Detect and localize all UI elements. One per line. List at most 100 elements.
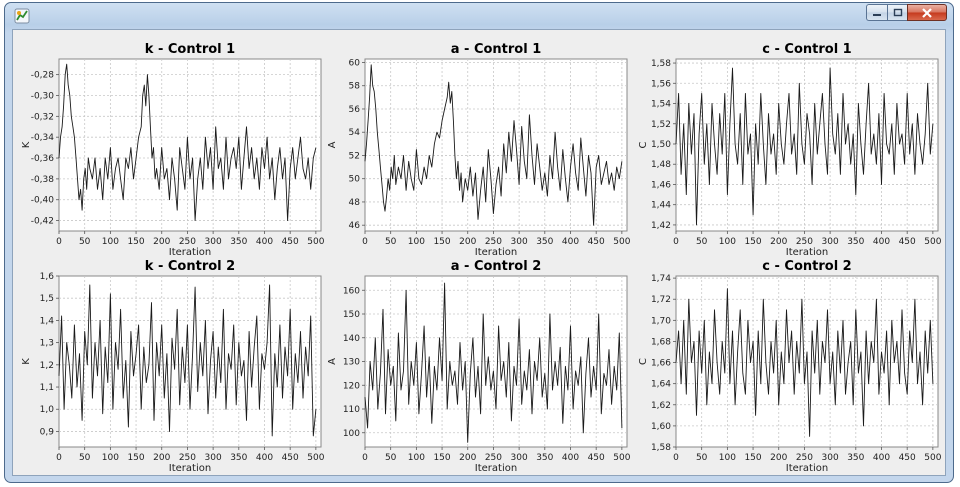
x-axis-label: Iteration	[786, 247, 828, 258]
chart-title: k - Control 1	[145, 42, 235, 57]
x-tick-label: 350	[847, 237, 864, 247]
y-tick-label: 100	[343, 429, 360, 439]
x-tick-label: 0	[673, 237, 679, 247]
x-tick-label: 150	[127, 237, 144, 247]
x-tick-label: 450	[899, 237, 916, 247]
y-tick-label: -0,40	[31, 196, 55, 206]
x-tick-label: 200	[459, 453, 476, 463]
y-tick-label: 1,2	[40, 361, 54, 371]
x-tick-label: 450	[899, 453, 916, 463]
x-tick-label: 150	[433, 237, 450, 247]
x-tick-label: 450	[588, 453, 605, 463]
y-tick-label: 1,66	[651, 359, 671, 369]
y-tick-label: 1,6	[40, 272, 55, 282]
x-tick-label: 50	[79, 237, 91, 247]
y-tick-label: 1,48	[651, 160, 671, 170]
plot-area	[364, 58, 628, 232]
y-axis-label: K	[21, 358, 32, 365]
title-bar[interactable]	[5, 3, 953, 29]
chart-1: 0 50 100 150 200 250 300 350 400 450 500 -0,42 -0,40…	[21, 42, 325, 258]
x-tick-label: 500	[613, 237, 630, 247]
x-tick-label: 0	[362, 453, 368, 463]
x-tick-label: 450	[282, 237, 299, 247]
x-tick-label: 350	[847, 453, 864, 463]
chart-title: a - Control 1	[451, 42, 542, 57]
series-line	[675, 288, 934, 437]
x-tick-label: 300	[511, 453, 528, 463]
close-icon	[922, 7, 932, 18]
y-tick-label: -0,30	[31, 91, 55, 101]
chart-title: c - Control 1	[762, 42, 851, 57]
series-line	[675, 67, 934, 226]
plot-area	[364, 275, 628, 448]
x-axis-label: Iteration	[475, 463, 517, 474]
x-tick-label: 300	[205, 453, 222, 463]
y-tick-label: 1,70	[651, 316, 671, 326]
y-tick-label: 46	[349, 221, 361, 231]
x-tick-label: 200	[459, 237, 476, 247]
x-tick-label: 0	[673, 453, 679, 463]
y-tick-label: 1,72	[651, 295, 671, 305]
x-tick-label: 200	[770, 237, 787, 247]
window-controls	[866, 4, 947, 22]
chart-title: a - Control 2	[451, 259, 542, 274]
y-tick-label: 1,58	[651, 443, 671, 453]
y-tick-label: 1,58	[651, 59, 671, 69]
y-tick-label: 1,42	[651, 221, 671, 231]
x-tick-label: 150	[744, 237, 761, 247]
x-tick-label: 100	[102, 453, 119, 463]
x-tick-label: 400	[256, 453, 273, 463]
plot-area	[58, 275, 322, 448]
x-tick-label: 0	[56, 237, 62, 247]
minimize-button[interactable]	[866, 4, 887, 21]
y-tick-label: 58	[349, 82, 361, 92]
close-button[interactable]	[907, 4, 947, 21]
x-tick-label: 500	[924, 237, 941, 247]
x-tick-label: 450	[282, 453, 299, 463]
x-tick-label: 200	[770, 453, 787, 463]
x-tick-label: 350	[230, 237, 247, 247]
x-tick-label: 50	[385, 453, 397, 463]
y-tick-label: 140	[343, 334, 360, 344]
x-tick-label: 250	[179, 453, 196, 463]
maximize-button[interactable]	[887, 4, 907, 21]
y-axis-label: C	[638, 141, 649, 148]
y-tick-label: -0,42	[31, 217, 54, 227]
x-tick-label: 400	[562, 237, 579, 247]
y-tick-label: 1,68	[651, 337, 671, 347]
x-tick-label: 250	[485, 453, 502, 463]
y-tick-label: 54	[349, 128, 361, 138]
y-tick-label: 120	[343, 381, 360, 391]
plot-area	[58, 58, 322, 232]
y-tick-label: 0,9	[40, 427, 55, 437]
series-line	[58, 63, 317, 222]
x-tick-label: 250	[796, 237, 813, 247]
x-tick-label: 400	[873, 453, 890, 463]
chart-panel: 0 50 100 150 200 250 300 350 400 450 500 -0,42 -0,40…	[12, 29, 946, 476]
y-tick-label: 1,5	[40, 294, 54, 304]
y-tick-label: 150	[343, 310, 360, 320]
x-axis-label: Iteration	[786, 463, 828, 474]
x-tick-label: 50	[79, 453, 91, 463]
y-tick-label: 1,44	[651, 201, 671, 211]
y-tick-label: 1,74	[651, 274, 671, 284]
chart-title: k - Control 2	[145, 259, 235, 274]
x-tick-label: 250	[179, 237, 196, 247]
y-tick-label: 1,54	[651, 100, 671, 110]
x-tick-label: 100	[102, 237, 119, 247]
x-axis-label: Iteration	[169, 247, 211, 258]
chart-6: 0 50 100 150 200 250 300 350 400 450 500 1,58 1,60 1,…	[638, 259, 942, 474]
y-axis-label: C	[638, 358, 649, 365]
y-tick-label: 1,1	[40, 383, 54, 393]
y-tick-label: 1,52	[651, 120, 671, 130]
y-tick-label: -0,38	[31, 175, 55, 185]
y-tick-label: -0,34	[31, 133, 55, 143]
chart-3: 0 50 100 150 200 250 300 350 400 450 500 1,42 1,44 1,…	[638, 42, 942, 258]
x-tick-label: 100	[408, 237, 425, 247]
y-tick-label: 1,60	[651, 422, 671, 432]
y-tick-label: 1,46	[651, 180, 671, 190]
x-tick-label: 150	[744, 453, 761, 463]
charts-canvas: 0 50 100 150 200 250 300 350 400 450 500-0,42-0,40…	[21, 42, 942, 474]
x-tick-label: 100	[719, 453, 736, 463]
y-tick-label: 52	[349, 151, 360, 161]
